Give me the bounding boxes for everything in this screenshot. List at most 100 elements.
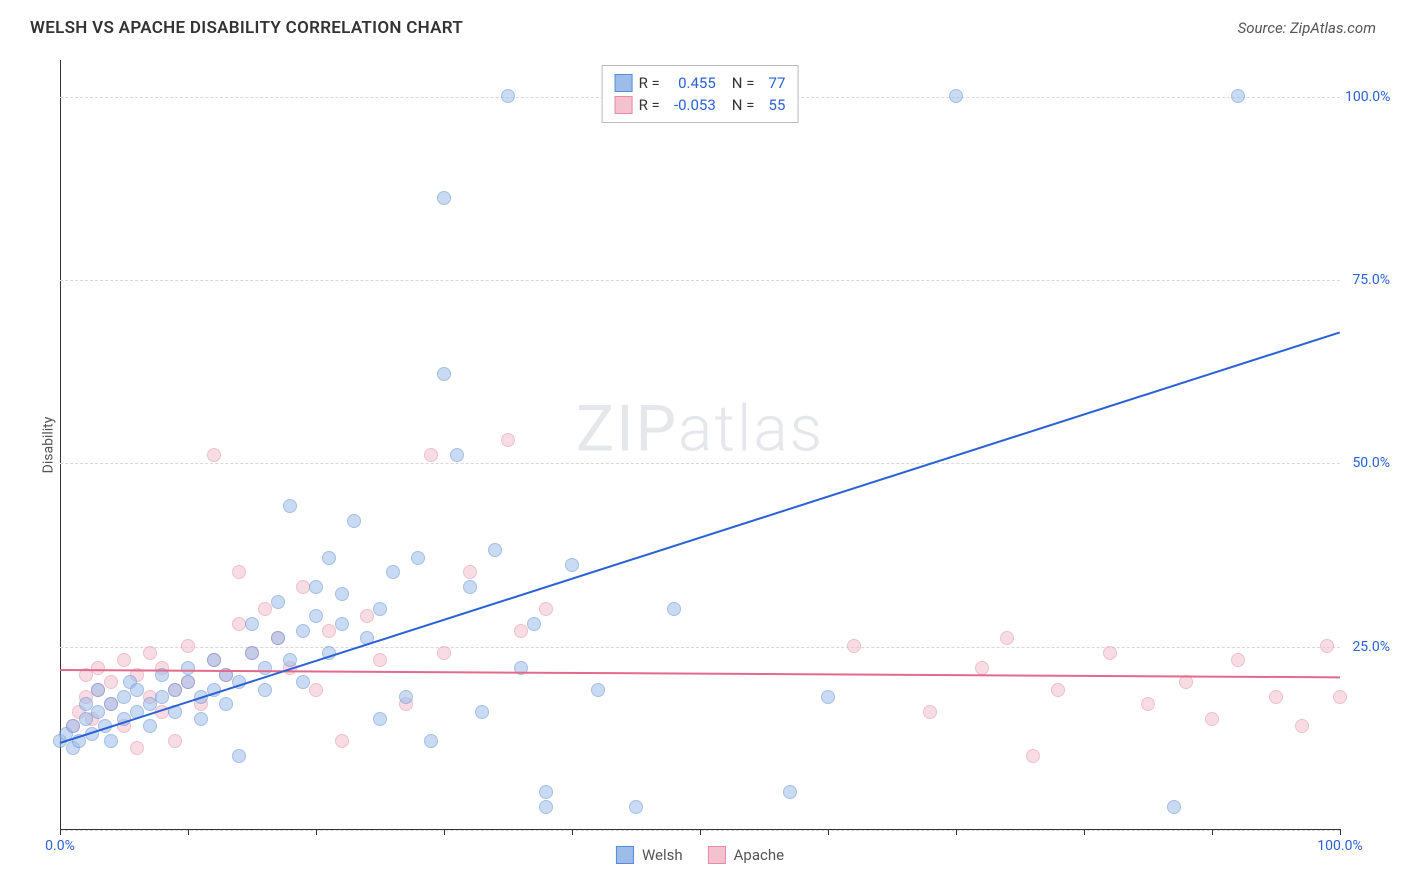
- data-point-welsh: [309, 580, 323, 594]
- data-point-welsh: [181, 661, 195, 675]
- data-point-apache: [1320, 639, 1334, 653]
- data-point-welsh: [155, 690, 169, 704]
- data-point-apache: [424, 448, 438, 462]
- data-point-welsh: [539, 800, 553, 814]
- x-tick: [828, 829, 829, 835]
- swatch-apache: [708, 846, 726, 864]
- data-point-welsh: [783, 785, 797, 799]
- data-point-apache: [91, 661, 105, 675]
- x-tick: [316, 829, 317, 835]
- data-point-apache: [1333, 690, 1347, 704]
- data-point-welsh: [373, 712, 387, 726]
- x-tick: [1212, 829, 1213, 835]
- watermark-bold: ZIP: [576, 392, 678, 467]
- data-point-apache: [1231, 653, 1245, 667]
- data-point-welsh: [335, 617, 349, 631]
- data-point-apache: [539, 602, 553, 616]
- data-point-welsh: [373, 602, 387, 616]
- data-point-apache: [130, 741, 144, 755]
- y-axis-title: Disability: [40, 417, 56, 474]
- data-point-apache: [1141, 697, 1155, 711]
- x-tick: [444, 829, 445, 835]
- data-point-apache: [923, 705, 937, 719]
- source-attribution: Source: ZipAtlas.com: [1238, 19, 1376, 37]
- data-point-welsh: [245, 617, 259, 631]
- data-point-apache: [117, 653, 131, 667]
- data-point-welsh: [194, 712, 208, 726]
- data-point-apache: [360, 609, 374, 623]
- data-point-apache: [373, 653, 387, 667]
- data-point-apache: [258, 602, 272, 616]
- y-tick-label: 25.0%: [1345, 639, 1390, 655]
- data-point-apache: [168, 734, 182, 748]
- r-value-apache: -0.053: [666, 96, 716, 114]
- legend-label-apache: Apache: [734, 846, 784, 864]
- x-tick: [60, 829, 61, 835]
- data-point-welsh: [539, 785, 553, 799]
- x-tick: [1084, 829, 1085, 835]
- n-value-welsh: 77: [760, 74, 785, 92]
- chart-header: WELSH VS APACHE DISABILITY CORRELATION C…: [0, 0, 1406, 48]
- data-point-welsh: [437, 367, 451, 381]
- data-point-apache: [514, 624, 528, 638]
- swatch-welsh: [616, 846, 634, 864]
- data-point-welsh: [130, 683, 144, 697]
- y-tick-label: 75.0%: [1345, 272, 1390, 288]
- data-point-apache: [437, 646, 451, 660]
- data-point-apache: [207, 448, 221, 462]
- x-tick: [188, 829, 189, 835]
- y-tick-label: 50.0%: [1345, 455, 1390, 471]
- data-point-welsh: [207, 653, 221, 667]
- x-tick: [956, 829, 957, 835]
- data-point-apache: [104, 675, 118, 689]
- data-point-welsh: [450, 448, 464, 462]
- data-point-welsh: [411, 551, 425, 565]
- data-point-welsh: [91, 705, 105, 719]
- data-point-apache: [143, 646, 157, 660]
- chart-title: WELSH VS APACHE DISABILITY CORRELATION C…: [30, 18, 463, 38]
- data-point-welsh: [591, 683, 605, 697]
- data-point-apache: [975, 661, 989, 675]
- x-tick-label: 100.0%: [1317, 838, 1362, 854]
- grid-line: [60, 280, 1340, 281]
- data-point-welsh: [258, 661, 272, 675]
- correlation-legend: R = 0.455 N = 77 R = -0.053 N = 55: [602, 65, 799, 123]
- data-point-apache: [463, 565, 477, 579]
- data-point-apache: [232, 565, 246, 579]
- data-point-apache: [501, 433, 515, 447]
- data-point-welsh: [1231, 89, 1245, 103]
- data-point-welsh: [488, 543, 502, 557]
- x-tick: [572, 829, 573, 835]
- data-point-welsh: [117, 690, 131, 704]
- r-value-welsh: 0.455: [666, 74, 716, 92]
- data-point-welsh: [168, 683, 182, 697]
- data-point-welsh: [399, 690, 413, 704]
- x-tick-label: 0.0%: [45, 838, 75, 854]
- data-point-welsh: [283, 499, 297, 513]
- data-point-welsh: [79, 712, 93, 726]
- legend-item-apache: Apache: [708, 846, 784, 864]
- data-point-apache: [1295, 719, 1309, 733]
- n-label: N =: [732, 96, 755, 114]
- data-point-welsh: [104, 734, 118, 748]
- data-point-apache: [1000, 631, 1014, 645]
- data-point-welsh: [66, 719, 80, 733]
- y-tick-label: 100.0%: [1345, 89, 1390, 105]
- data-point-apache: [1103, 646, 1117, 660]
- data-point-welsh: [437, 191, 451, 205]
- data-point-welsh: [79, 697, 93, 711]
- r-label: R =: [639, 96, 660, 114]
- data-point-welsh: [296, 624, 310, 638]
- n-label: N =: [732, 74, 755, 92]
- data-point-welsh: [335, 587, 349, 601]
- n-value-apache: 55: [760, 96, 785, 114]
- plot-area: ZIPatlas R = 0.455 N = 77 R = -0.053 N =…: [60, 60, 1340, 830]
- legend-label-welsh: Welsh: [642, 846, 683, 864]
- data-point-welsh: [181, 675, 195, 689]
- data-point-apache: [1026, 749, 1040, 763]
- data-point-welsh: [501, 89, 515, 103]
- data-point-apache: [847, 639, 861, 653]
- data-point-welsh: [309, 609, 323, 623]
- data-point-welsh: [143, 719, 157, 733]
- data-point-welsh: [527, 617, 541, 631]
